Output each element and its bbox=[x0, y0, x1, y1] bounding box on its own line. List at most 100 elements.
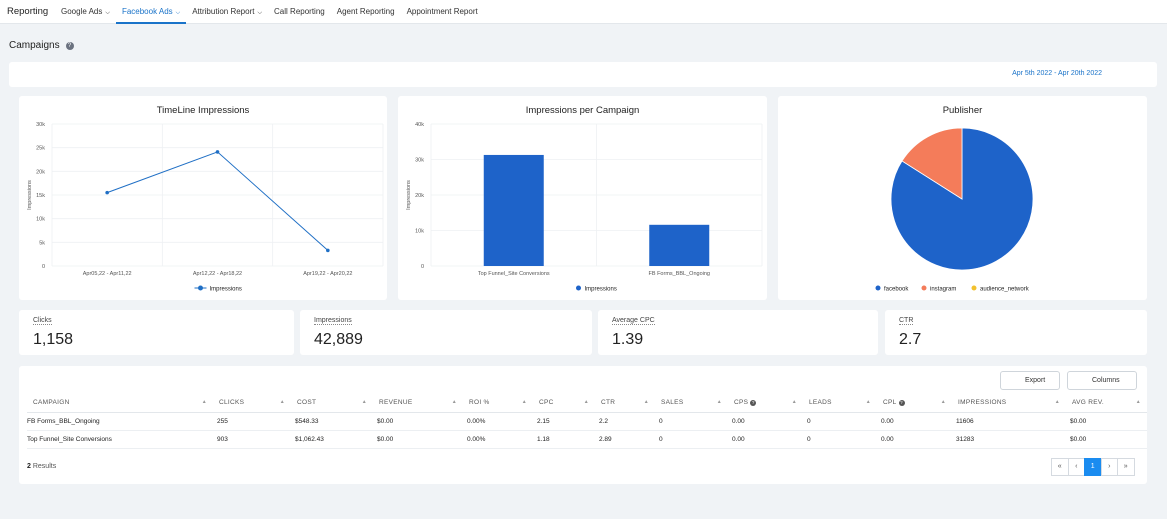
page-button[interactable]: › bbox=[1100, 458, 1118, 476]
y-tick-label: 5k bbox=[39, 240, 45, 246]
table-cell: 255 bbox=[213, 412, 291, 431]
header-label: CLICKS bbox=[219, 399, 245, 407]
nav-tab[interactable]: Call Reporting bbox=[268, 0, 331, 24]
x-tick-label: Apr19,22 - Apr20,22 bbox=[303, 271, 352, 277]
table-cell: 2.15 bbox=[533, 412, 595, 431]
column-header[interactable]: CAMPAIGN ▲ bbox=[27, 394, 213, 413]
columns-button[interactable]: Columns bbox=[1067, 371, 1137, 390]
column-header[interactable]: IMPRESSIONS ▲ bbox=[952, 394, 1066, 413]
nav-title: Reporting bbox=[7, 6, 49, 17]
x-tick-label: Apr05,22 - Apr11,22 bbox=[83, 271, 132, 277]
page-button[interactable]: 1 bbox=[1084, 458, 1102, 476]
line-series bbox=[106, 151, 329, 251]
nav-tab[interactable]: Attribution Report ⌵ bbox=[186, 0, 268, 24]
column-header[interactable]: CLICKS ▲ bbox=[213, 394, 291, 413]
column-header[interactable]: CPS? ▲ bbox=[728, 394, 803, 413]
y-tick-label: 20k bbox=[36, 169, 45, 175]
sort-icon: ▲ bbox=[1054, 399, 1060, 405]
header-label: CPL bbox=[883, 399, 897, 407]
nav-tab[interactable]: Agent Reporting bbox=[331, 0, 401, 24]
table-cell: Top Funnel_Site Conversions bbox=[27, 430, 213, 449]
chart-card: Publisher facebook instagram audience_netwo… bbox=[778, 96, 1147, 300]
sort-icon: ▲ bbox=[361, 399, 367, 405]
table-cell: 1.18 bbox=[533, 430, 595, 449]
y-axis-label: Impressions bbox=[27, 180, 33, 210]
legend-marker bbox=[875, 285, 881, 291]
results: 2 Results bbox=[27, 463, 56, 470]
table-cell: $0.00 bbox=[373, 430, 463, 449]
table-cell: 0 bbox=[803, 430, 877, 449]
sort-icon: ▲ bbox=[583, 399, 589, 405]
page-button[interactable]: » bbox=[1117, 458, 1135, 476]
column-header[interactable]: ROI % ▲ bbox=[463, 394, 533, 413]
page-title-row: Campaigns? bbox=[9, 40, 74, 51]
sort-icon: ▲ bbox=[1135, 399, 1141, 405]
results-label: Results bbox=[32, 463, 57, 470]
y-tick-label: 10k bbox=[36, 217, 45, 223]
export-button[interactable]: Export bbox=[1000, 371, 1060, 390]
date-range[interactable]: Apr 5th 2022 - Apr 20th 2022 bbox=[1012, 70, 1102, 77]
column-header[interactable]: COST ▲ bbox=[291, 394, 373, 413]
table-cell: $548.33 bbox=[291, 412, 373, 431]
bar bbox=[483, 154, 544, 266]
table-card: Export Columns 2 Results «‹ 1 ›» CAMPAIGN ▲… bbox=[19, 366, 1147, 484]
kpi-label: Average CPC bbox=[612, 317, 655, 325]
date-bar: Apr 5th 2022 - Apr 20th 2022 bbox=[9, 62, 1157, 87]
pie-slice bbox=[901, 127, 963, 200]
sort-icon: ▲ bbox=[521, 399, 527, 405]
table-cell: 903 bbox=[213, 430, 291, 449]
header-label: AVG REV. bbox=[1072, 399, 1105, 407]
results-count: 2 bbox=[27, 463, 31, 470]
table-cell: $0.00 bbox=[1066, 412, 1147, 431]
pagination: «‹ 1 ›» bbox=[1051, 458, 1135, 476]
header-label: ROI % bbox=[469, 399, 490, 407]
column-header[interactable]: CPL? ▲ bbox=[877, 394, 952, 413]
chart-title: Impressions per Campaign bbox=[526, 105, 640, 116]
page-title: Campaigns bbox=[9, 40, 60, 51]
table-cell: 0.00 bbox=[877, 412, 952, 431]
table-cell: $1,062.43 bbox=[291, 430, 373, 449]
header-label: COST bbox=[297, 399, 317, 407]
column-header[interactable]: REVENUE ▲ bbox=[373, 394, 463, 413]
table-cell: 0.00% bbox=[463, 412, 533, 431]
tab-label: Attribution Report bbox=[192, 7, 255, 16]
tab-label: Google Ads bbox=[61, 7, 103, 16]
nav-tab[interactable]: Google Ads ⌵ bbox=[55, 0, 116, 24]
kpi-card: Clicks 1,158 bbox=[19, 310, 294, 355]
header-label: IMPRESSIONS bbox=[958, 399, 1007, 407]
tab-bar: Google Ads ⌵ Facebook Ads ⌵ Attribution Repo… bbox=[55, 0, 484, 24]
y-tick-label: 25k bbox=[36, 146, 45, 152]
y-tick-label: 40k bbox=[415, 122, 424, 128]
column-header[interactable]: CPC ▲ bbox=[533, 394, 595, 413]
page-button[interactable]: « bbox=[1051, 458, 1069, 476]
help-icon[interactable]: ? bbox=[750, 400, 757, 407]
kpi-value: 2.7 bbox=[899, 331, 922, 348]
tab-label: Call Reporting bbox=[274, 7, 325, 16]
kpi-label: Impressions bbox=[314, 317, 352, 325]
chart: Publisher facebook instagram audience_netwo… bbox=[875, 105, 1034, 293]
page-button[interactable]: ‹ bbox=[1067, 458, 1085, 476]
kpi-value: 42,889 bbox=[314, 331, 363, 348]
x-tick-label: Apr12,22 - Apr18,22 bbox=[193, 271, 242, 277]
nav-tab[interactable]: Facebook Ads ⌵ bbox=[115, 0, 187, 24]
chart-card: TimeLine Impressions 0 5k 10k 15k 20k 25k 30k Im… bbox=[19, 96, 387, 300]
line-point bbox=[326, 248, 330, 253]
tab-label: Agent Reporting bbox=[336, 7, 395, 16]
header-label: CTR bbox=[601, 399, 616, 407]
nav-tab[interactable]: Appointment Report bbox=[401, 0, 484, 24]
kpi-card: Impressions 42,889 bbox=[300, 310, 592, 355]
table-cell: 0.00 bbox=[728, 430, 803, 449]
table-cell: 0.00% bbox=[463, 430, 533, 449]
table-row: FB Forms_BBL_Ongoing 255 $548.33 $0.00 0.00%… bbox=[27, 412, 1147, 431]
sort-icon: ▲ bbox=[716, 399, 722, 405]
column-header[interactable]: LEADS ▲ bbox=[803, 394, 877, 413]
column-header[interactable]: CTR ▲ bbox=[595, 394, 655, 413]
help-icon[interactable]: ? bbox=[898, 400, 905, 407]
y-tick-label: 30k bbox=[36, 122, 45, 128]
header-row: CAMPAIGN ▲ CLICKS ▲ COST ▲ REVENUE ▲ ROI % ▲ CPC ▲ C… bbox=[27, 394, 1147, 413]
column-header[interactable]: SALES ▲ bbox=[655, 394, 728, 413]
help-icon[interactable]: ? bbox=[65, 42, 74, 50]
table-cell: 0 bbox=[655, 412, 728, 431]
column-header[interactable]: AVG REV. ▲ bbox=[1066, 394, 1147, 413]
